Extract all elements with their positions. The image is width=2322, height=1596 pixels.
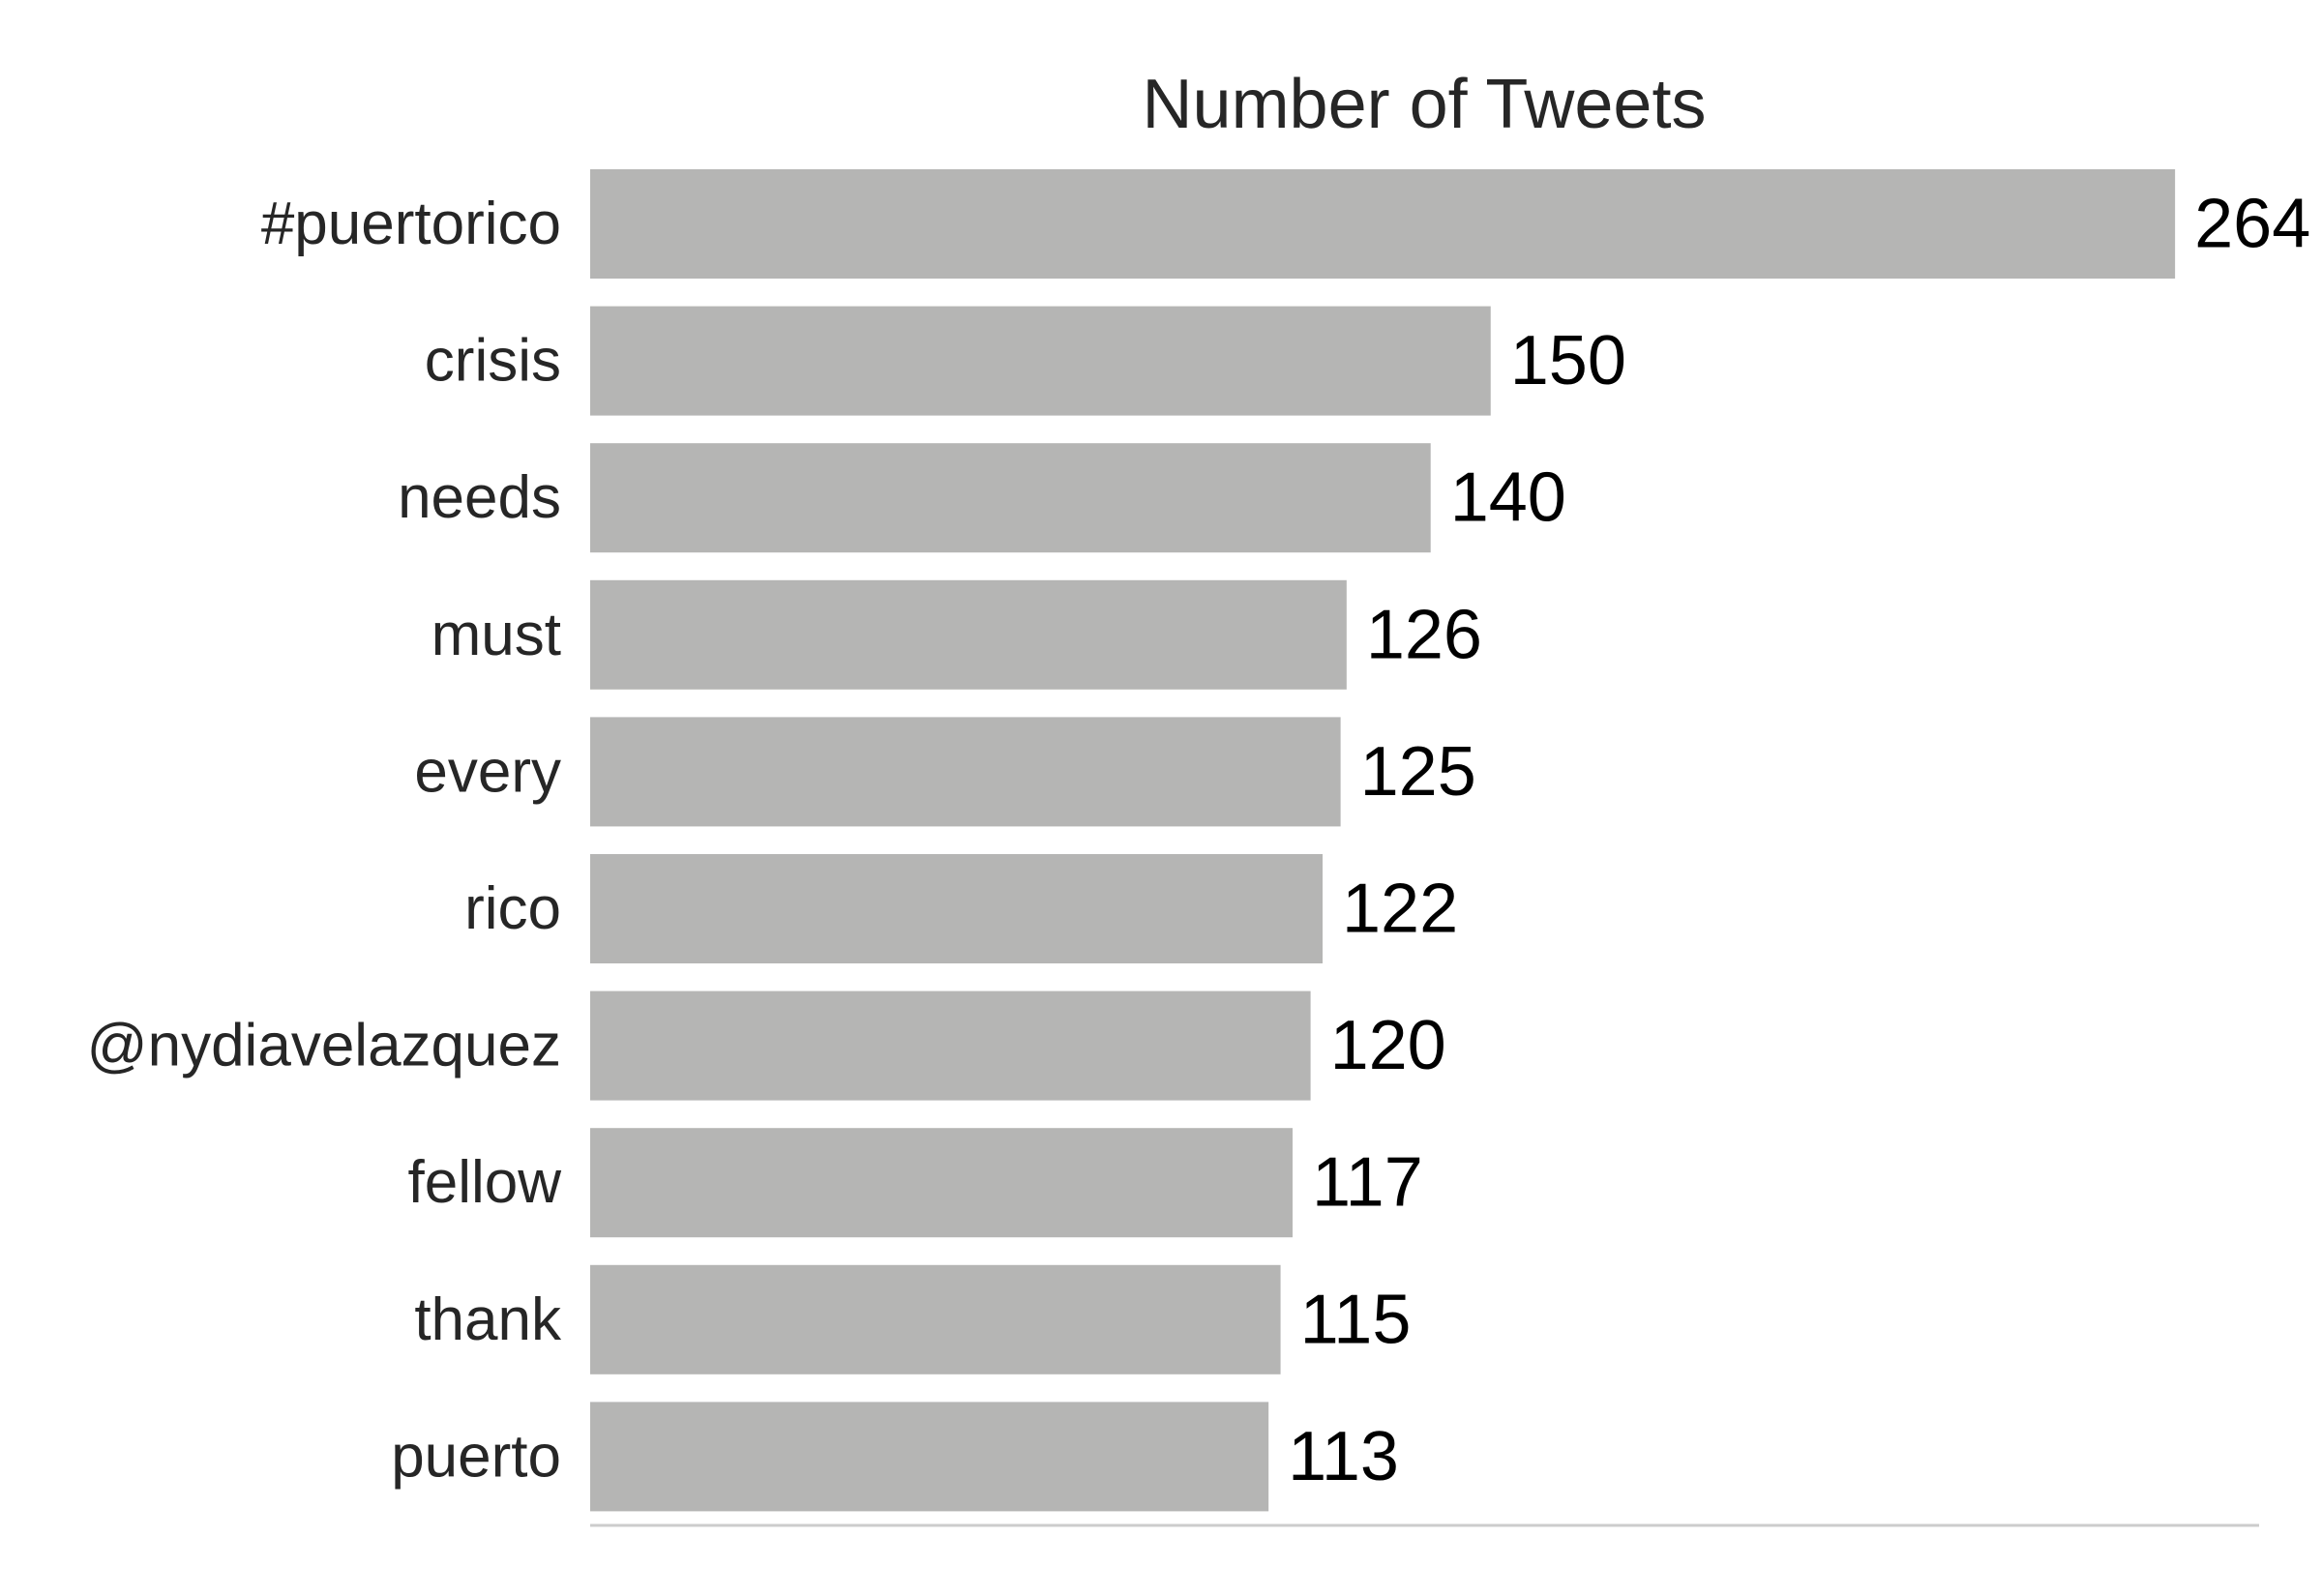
category-label: fellow: [407, 1149, 561, 1216]
bar: [590, 1128, 1293, 1238]
category-label: every: [414, 738, 561, 805]
bars-group: [590, 169, 2176, 1512]
value-label: 113: [1288, 1418, 1399, 1495]
category-label: needs: [398, 464, 561, 531]
bar: [590, 169, 2176, 279]
value-label: 150: [1510, 322, 1626, 399]
category-label: #puertorico: [261, 191, 561, 257]
category-labels-group: #puertorico crisis needs must every rico @nydi…: [87, 191, 562, 1490]
bar: [590, 306, 1491, 416]
bar: [590, 717, 1341, 827]
value-label: 122: [1342, 871, 1458, 948]
bar: [590, 579, 1347, 690]
category-label: @nydiavelazquez: [87, 1013, 561, 1079]
bar: [590, 854, 1324, 963]
chart-title: Number of Tweets: [1143, 66, 1707, 143]
category-label: crisis: [425, 328, 561, 395]
bar: [590, 1402, 1269, 1512]
value-labels-group: 264 150 140 126 125 122 120 117 115 113: [1288, 186, 2310, 1495]
value-label: 264: [2194, 186, 2310, 263]
value-label: 125: [1360, 733, 1476, 811]
bar: [590, 1264, 1281, 1374]
category-label: rico: [464, 875, 561, 942]
category-label: thank: [414, 1286, 562, 1353]
bar: [590, 990, 1311, 1101]
value-label: 115: [1300, 1281, 1412, 1358]
value-label: 126: [1366, 596, 1482, 673]
category-label: must: [432, 602, 561, 668]
category-label: puerto: [391, 1423, 561, 1490]
value-label: 120: [1330, 1007, 1446, 1084]
bar: [590, 443, 1431, 553]
value-label: 140: [1450, 459, 1566, 537]
value-label: 117: [1312, 1144, 1423, 1222]
